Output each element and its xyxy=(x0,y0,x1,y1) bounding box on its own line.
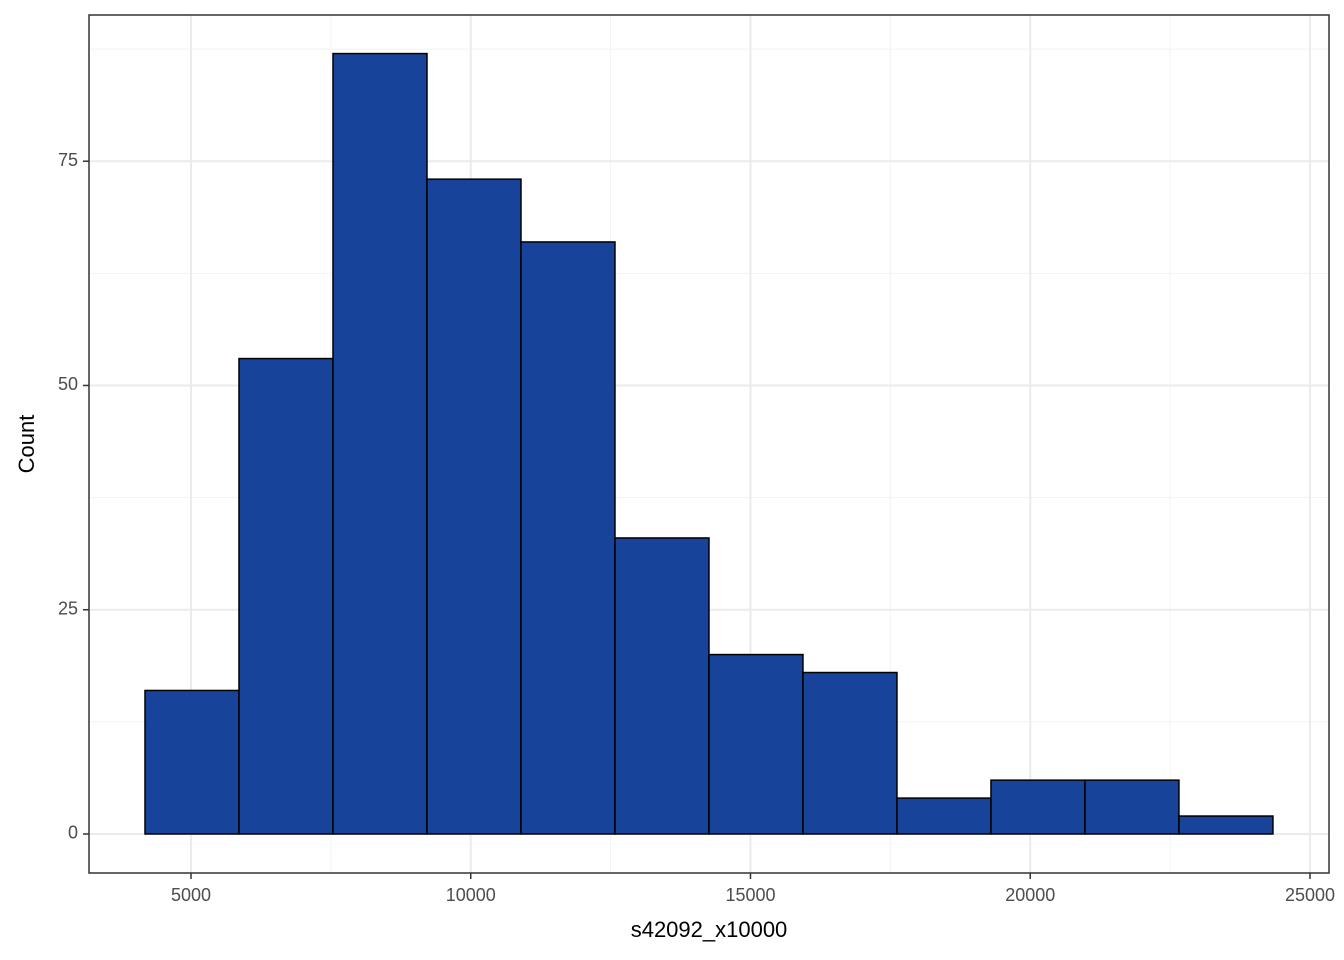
x-axis-title: s42092_x10000 xyxy=(631,917,788,942)
bar xyxy=(802,671,898,835)
bar xyxy=(426,178,522,835)
y-tick-label: 25 xyxy=(58,598,78,618)
x-tick-label: 20000 xyxy=(1005,885,1055,905)
bar xyxy=(238,357,334,835)
y-tick-label: 75 xyxy=(58,150,78,170)
x-tick-label: 10000 xyxy=(446,885,496,905)
y-axis-title: Count xyxy=(14,415,39,474)
bar xyxy=(1084,779,1180,835)
bar xyxy=(990,779,1086,835)
bar xyxy=(614,537,710,835)
x-tick-label: 5000 xyxy=(171,885,211,905)
bar xyxy=(520,241,616,835)
x-tick-label: 15000 xyxy=(725,885,775,905)
bar xyxy=(1178,815,1274,835)
y-tick-label: 0 xyxy=(68,823,78,843)
bar xyxy=(896,797,992,835)
y-tick-label: 50 xyxy=(58,374,78,394)
x-tick-label: 25000 xyxy=(1285,885,1335,905)
bar xyxy=(332,52,428,835)
panel-border xyxy=(88,14,1330,874)
bar xyxy=(144,689,240,835)
bar xyxy=(708,653,804,835)
